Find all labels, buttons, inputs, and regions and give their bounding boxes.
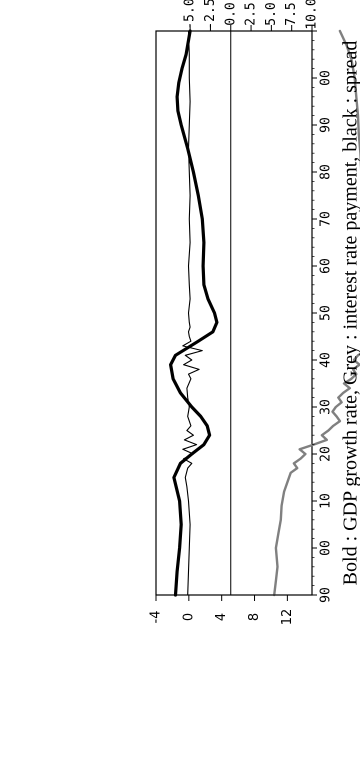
- x-tick-label: 00: [319, 70, 334, 86]
- x-tick-label: 40: [319, 352, 334, 368]
- series-line-grey: [273, 29, 360, 597]
- series-line-thin: [182, 30, 203, 596]
- right-tick-label: 0.0: [223, 2, 238, 25]
- x-tick-label: 70: [319, 211, 334, 227]
- x-tick-label: 80: [319, 164, 334, 180]
- x-tick-label: 90: [319, 117, 334, 133]
- left-tick-label: 4: [214, 613, 229, 621]
- right-tick-label: 10.0: [305, 0, 320, 30]
- series-layer: [169, 29, 360, 597]
- right-tick-label: 2.5: [244, 2, 259, 25]
- x-tick-label: 90: [319, 587, 334, 603]
- left-axis: -4 0 4 8 12: [149, 594, 310, 626]
- x-tick-label: 50: [319, 305, 334, 321]
- right-tick-label: -5.0: [183, 0, 198, 30]
- series-line-bold: [169, 29, 219, 597]
- x-tick-label: 20: [319, 446, 334, 462]
- chart-caption: Bold : GDP growth rate, Grey : interest …: [340, 41, 360, 586]
- x-tick-label: 30: [319, 399, 334, 415]
- x-tick-label: 60: [319, 258, 334, 274]
- bottom-axis: 90 00 10 20 30 40 50 60 70 80 90 00: [312, 30, 334, 603]
- left-tick-label: 8: [247, 613, 262, 621]
- x-tick-label: 00: [319, 540, 334, 556]
- left-tick-label: -4: [149, 611, 164, 624]
- left-tick-label: 12: [280, 609, 295, 626]
- right-tick-label: 5.0: [264, 2, 279, 25]
- x-tick-label: 10: [319, 493, 334, 509]
- top-axis: 10.0 7.5 5.0 2.5 0.0 -2.5 -5.0: [158, 0, 320, 32]
- left-tick-label: 0: [181, 613, 196, 621]
- right-tick-label: 7.5: [284, 2, 299, 25]
- right-tick-label: -2.5: [203, 0, 218, 30]
